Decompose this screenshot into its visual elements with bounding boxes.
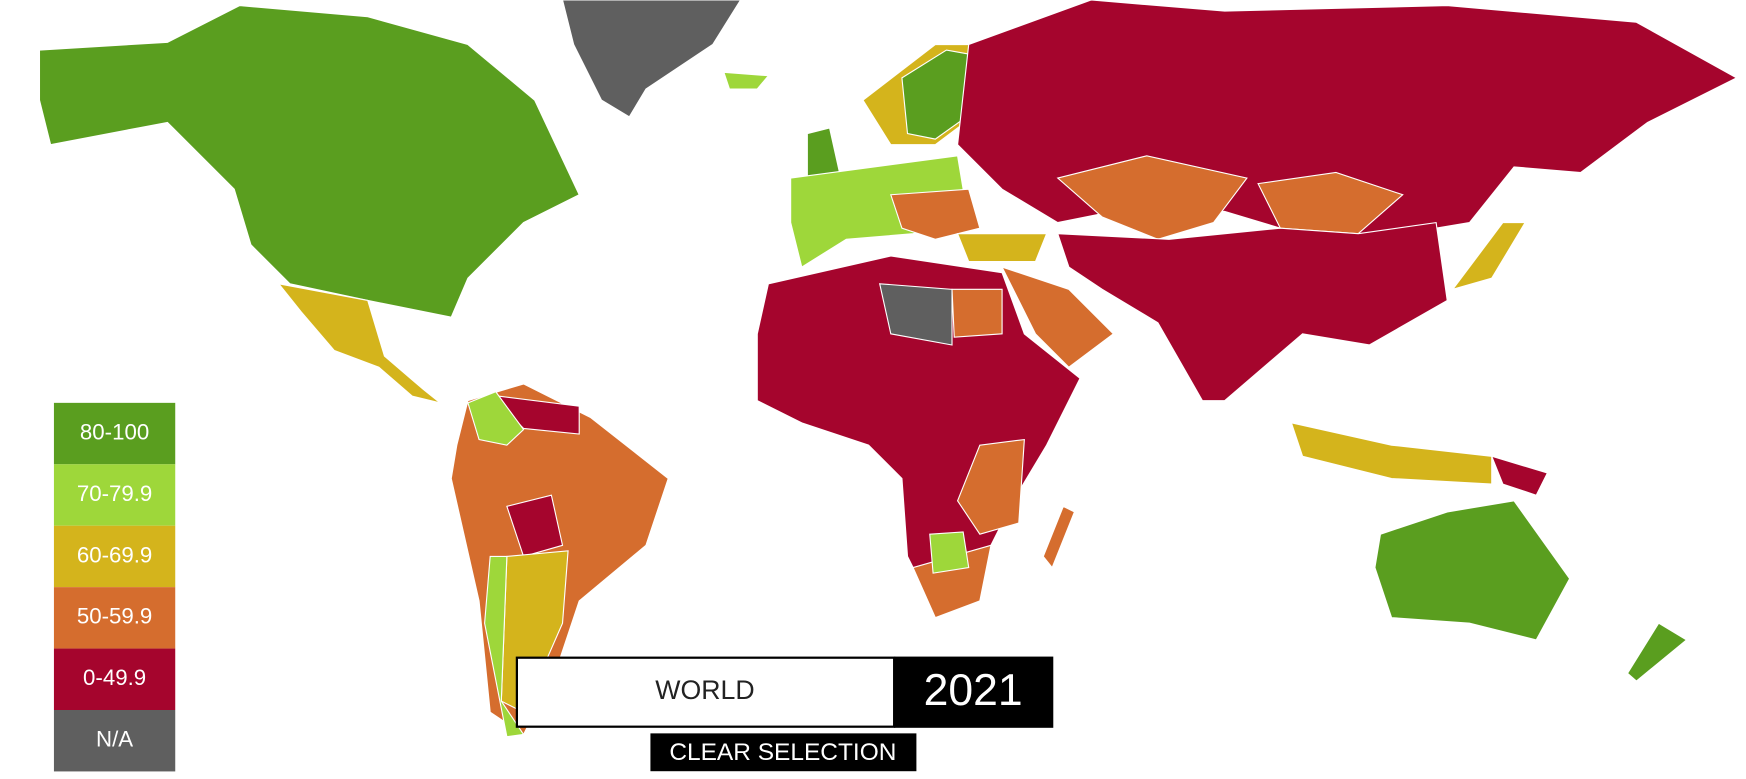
clear-selection-label: CLEAR SELECTION: [669, 739, 896, 766]
region-selector[interactable]: [515, 656, 896, 728]
clear-selection-button[interactable]: [650, 733, 917, 772]
legend-label: 60-69.9: [77, 542, 152, 567]
legend-swatch: [53, 648, 176, 711]
east-africa: [956, 438, 1025, 535]
legend: 80-100 70-79.9 60-69.9 50-59.9 0-49.9 N/A: [53, 402, 176, 772]
legend-swatch: [53, 525, 176, 588]
bolivia: [506, 494, 564, 558]
legend-label: 50-59.9: [77, 604, 152, 629]
colombia: [467, 391, 525, 446]
turkey: [956, 233, 1048, 263]
legend-label: 80-100: [80, 419, 149, 444]
new-zealand: [1626, 622, 1688, 682]
region-label: WORLD: [655, 675, 754, 705]
indonesia: [1290, 422, 1493, 485]
world-map: [38, 0, 1738, 738]
legend-swatch: [53, 587, 176, 649]
iceland: [723, 71, 770, 90]
egypt: [951, 288, 1003, 338]
asia: [1056, 221, 1448, 402]
legend-label: N/A: [96, 727, 133, 752]
legend-swatch: [53, 402, 176, 465]
papua: [1490, 455, 1549, 496]
legend-swatch: [53, 710, 176, 772]
middle-east: [1000, 266, 1115, 368]
madagascar: [1042, 505, 1076, 569]
legend-label: 70-79.9: [77, 481, 152, 506]
legend-swatch: [53, 464, 176, 526]
europe: [790, 155, 970, 268]
legend-label: 0-49.9: [83, 665, 146, 690]
australia: [1374, 500, 1571, 641]
kazakhstan: [1056, 155, 1248, 240]
greenland: [561, 0, 742, 118]
year-selector[interactable]: [894, 656, 1054, 728]
year-label: 2021: [924, 666, 1023, 715]
japan: [1451, 222, 1527, 291]
libya: [878, 283, 953, 346]
chile: [484, 555, 525, 738]
central-america: [277, 282, 441, 404]
north-america: [38, 4, 580, 318]
mongolia: [1257, 171, 1404, 235]
botswana: [929, 531, 970, 574]
